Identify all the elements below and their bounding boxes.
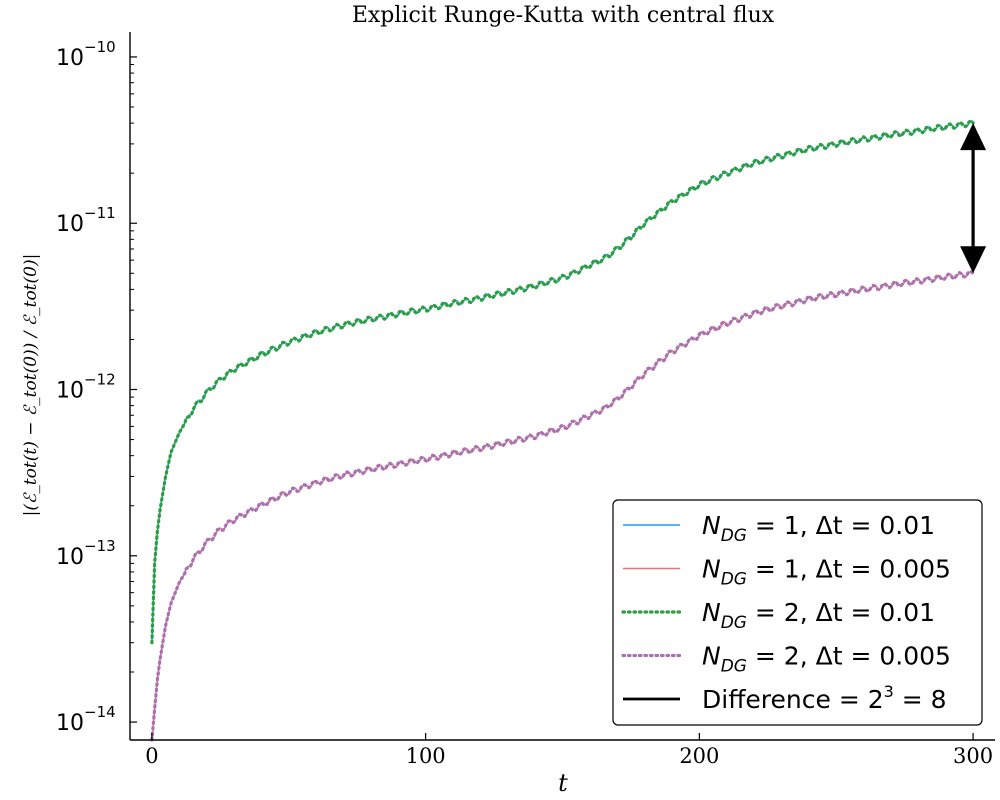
legend-entry-label: NDG = 2, Δt = 0.01 xyxy=(702,598,935,633)
y-tick-label: 10−11 xyxy=(56,204,116,237)
series-line xyxy=(150,119,975,645)
series-line xyxy=(150,269,975,742)
x-tick-label: 0 xyxy=(145,744,158,768)
legend: NDG = 1, Δt = 0.01 NDG = 1, Δt = 0.005 NDG… xyxy=(612,499,983,726)
x-tick-label: 300 xyxy=(953,744,993,768)
chart-title: Explicit Runge-Kutta with central flux xyxy=(352,3,775,28)
legend-entry-label: NDG = 1, Δt = 0.005 xyxy=(702,555,951,590)
arrow-head-up xyxy=(960,123,987,151)
arrow-head-down xyxy=(960,246,987,274)
y-tick-label: 10−10 xyxy=(56,38,116,71)
y-axis-ticks: 10−14 10−13 10−12 10−11 10−10 xyxy=(56,38,137,736)
legend-entry-difference: Difference = 23 = 8 xyxy=(702,682,947,714)
x-tick-label: 100 xyxy=(406,744,446,768)
x-tick-label: 200 xyxy=(679,744,719,768)
legend-box xyxy=(612,499,983,726)
y-axis-label-text: |(ℰ_tot(t) − ℰ_tot(0)) / ℰ_tot(0)| xyxy=(21,254,41,517)
legend-entry-label: NDG = 2, Δt = 0.005 xyxy=(702,642,951,677)
legend-entry-label: NDG = 1, Δt = 0.01 xyxy=(702,511,935,546)
difference-arrow xyxy=(960,123,987,274)
y-tick-label: 10−14 xyxy=(56,703,116,736)
x-axis-label: t xyxy=(558,769,568,797)
y-tick-label: 10−13 xyxy=(56,537,116,570)
y-axis-label: |(ℰ_tot(t) − ℰ_tot(0)) / ℰ_tot(0)| xyxy=(21,254,41,517)
plot-area xyxy=(150,119,975,742)
x-axis-ticks: 0 100 200 300 xyxy=(145,733,993,768)
y-tick-label: 10−12 xyxy=(56,371,116,404)
